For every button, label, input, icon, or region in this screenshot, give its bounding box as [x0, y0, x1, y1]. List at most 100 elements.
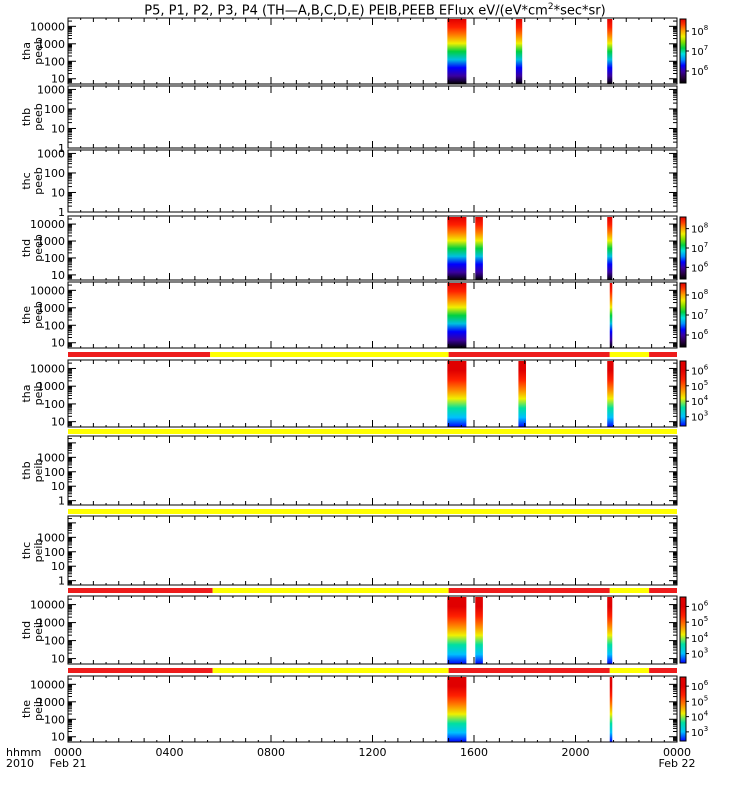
colorbar-tick-base: 10 [691, 291, 704, 302]
y-axis-label-line: peeb [32, 301, 45, 329]
colorbar-tick-base: 10 [691, 244, 704, 255]
colorbar-tick-base: 10 [691, 397, 704, 408]
y-axis-label: thcpeib [20, 539, 45, 563]
flag-segment-yellow [609, 588, 650, 593]
panel-frame [67, 17, 678, 85]
colorbar-tick-base: 10 [691, 713, 704, 724]
y-tick-label: 10000 [30, 599, 65, 612]
spectrogram-block [518, 361, 527, 427]
y-tick-label: 1000 [37, 235, 65, 248]
y-axis-label-line: the [20, 306, 33, 324]
y-tick-label: 100 [44, 103, 65, 116]
spectrogram-block [607, 597, 613, 664]
colorbar-tick-label: 107 [691, 308, 708, 322]
colorbar-tick-exponent: 6 [704, 64, 709, 72]
colorbar [680, 361, 686, 426]
y-tick-label: 10000 [30, 218, 65, 231]
colorbar-tick-exponent: 4 [704, 394, 709, 402]
title-text: P5, P1, P2, P3, P4 (TH—A,B,C,D,E) PEIB,P… [144, 3, 548, 19]
y-tick-label: 100 [44, 713, 65, 726]
panel-thc-peeb: 1 10 100 1000 thcpeeb [20, 147, 678, 219]
colorbar-tick-exponent: 8 [704, 288, 708, 296]
colorbar [680, 19, 686, 83]
y-axis-label: thepeib [20, 697, 45, 721]
y-axis-label-line: the [20, 700, 33, 718]
colorbar-tick-exponent: 6 [704, 679, 709, 687]
flag-segment-red [68, 352, 211, 357]
colorbar-tick-label: 104 [691, 710, 709, 724]
y-tick-label: 1000 [37, 302, 65, 315]
colorbar-tick-base: 10 [691, 682, 704, 693]
colorbar-tick-label: 108 [691, 288, 708, 302]
colorbar-tick-base: 10 [691, 27, 704, 38]
y-tick-label: 100 [44, 55, 65, 68]
panel-frame [67, 149, 678, 213]
panel-frame [67, 281, 678, 349]
y-tick-label: 10 [51, 337, 65, 350]
figure-title: P5, P1, P2, P3, P4 (TH—A,B,C,D,E) PEIB,P… [0, 2, 750, 18]
colorbar-tick-label: 107 [691, 44, 708, 58]
colorbar-tick-label: 106 [691, 599, 709, 613]
colorbar-tick-base: 10 [691, 728, 704, 739]
colorbar-tick-label: 103 [691, 725, 708, 739]
colorbar-tick-exponent: 3 [704, 725, 708, 733]
y-tick-label: 1 [58, 575, 65, 588]
y-axis-label-line: peib [32, 459, 45, 483]
y-tick-label: 10 [51, 416, 65, 429]
panel-frame [67, 595, 678, 665]
y-axis-label: thcpeeb [20, 167, 45, 195]
y-axis-label: thepeeb [20, 301, 45, 329]
colorbar-frame [679, 596, 687, 664]
spectrogram-block [447, 283, 467, 348]
panel-frame [67, 515, 678, 586]
y-tick-label: 1000 [37, 38, 65, 51]
colorbar-tick-base: 10 [691, 602, 704, 613]
flag-segment-red [448, 352, 610, 357]
y-tick-label: 1000 [37, 531, 65, 544]
colorbar-tick-base: 10 [691, 47, 704, 58]
spectrogram-block [475, 217, 483, 280]
y-axis-label: thbpeeb [20, 103, 45, 131]
y-axis-label-line: peib [32, 539, 45, 563]
spectrogram-block [609, 283, 613, 348]
panel-frame [67, 435, 678, 506]
y-axis-label: thdpeeb [20, 234, 45, 262]
flag-segment-red [649, 668, 677, 673]
y-tick-label: 1 [58, 495, 65, 508]
y-tick-label: 10 [51, 269, 65, 282]
y-tick-label: 1000 [37, 147, 65, 160]
y-tick-label: 100 [44, 635, 65, 648]
y-tick-label: 100 [44, 319, 65, 332]
colorbar-tick-label: 107 [691, 241, 708, 255]
spectrogram-block [475, 597, 483, 664]
colorbar-tick-exponent: 6 [704, 363, 709, 371]
y-tick-label: 100 [44, 398, 65, 411]
spectrogram-block [447, 677, 467, 742]
y-tick-label: 100 [44, 546, 65, 559]
y-axis-label-line: peib [32, 618, 45, 642]
y-axis-label-line: peeb [32, 234, 45, 262]
y-tick-label: 10000 [30, 284, 65, 297]
spectrogram-block [607, 361, 614, 427]
flag-segment-red [649, 352, 677, 357]
y-tick-label: 1000 [37, 617, 65, 630]
flag-segment-yellow [212, 588, 449, 593]
flag-segment-yellow [609, 352, 650, 357]
y-axis-label: thdpeib [20, 618, 45, 642]
colorbar-tick-label: 106 [691, 328, 709, 342]
y-tick-label: 1000 [37, 83, 65, 96]
colorbar-tick-exponent: 7 [704, 44, 708, 52]
colorbar-tick-base: 10 [691, 67, 704, 78]
y-tick-label: 1 [58, 142, 65, 155]
flag-segment-yellow [68, 509, 677, 514]
colorbar-tick-base: 10 [691, 650, 704, 661]
x-axis-corner-label: 2010 [6, 757, 34, 770]
colorbar [680, 283, 686, 347]
colorbar-tick-exponent: 5 [704, 379, 708, 387]
